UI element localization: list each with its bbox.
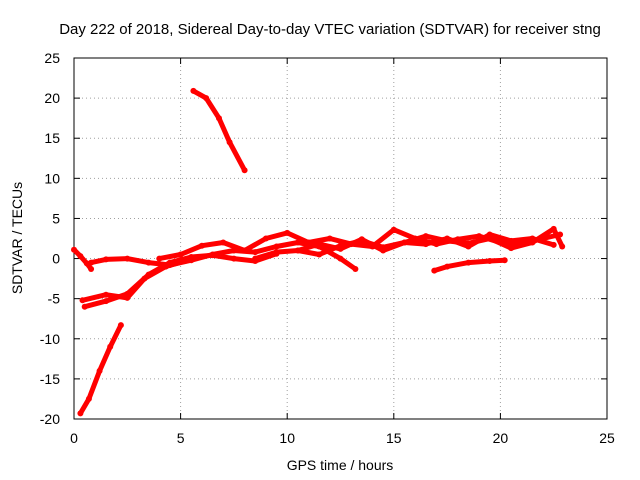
data-point — [209, 251, 216, 258]
data-point — [465, 259, 472, 266]
data-point — [241, 247, 248, 254]
data-point — [444, 235, 451, 242]
data-point — [273, 243, 280, 250]
plot-frame — [73, 57, 608, 420]
data-point — [107, 343, 114, 350]
data-point — [352, 266, 359, 272]
data-point — [156, 255, 163, 262]
series-arc-steep-positive — [190, 87, 248, 174]
data-point — [145, 271, 152, 278]
x-tick-label: 10 — [279, 430, 295, 446]
data-point — [337, 245, 344, 252]
data-series — [71, 87, 566, 417]
data-point — [390, 226, 397, 233]
data-point — [380, 247, 387, 254]
data-point — [190, 87, 197, 94]
data-point — [226, 139, 233, 146]
data-point — [252, 255, 259, 262]
data-point — [220, 239, 227, 246]
data-point — [431, 267, 438, 274]
series-line — [71, 247, 94, 272]
series-arc-evening — [431, 257, 508, 274]
x-tick-label: 25 — [599, 430, 615, 446]
data-point — [85, 395, 92, 402]
data-point — [252, 249, 259, 256]
data-point — [262, 235, 269, 242]
series-arc-afternoon — [294, 231, 557, 254]
data-point — [316, 241, 323, 248]
data-point — [198, 242, 205, 249]
data-point — [188, 257, 195, 264]
x-tick-label: 5 — [177, 430, 185, 446]
data-point — [77, 253, 84, 260]
data-point — [103, 256, 109, 263]
data-point — [273, 249, 280, 256]
x-tick-label: 15 — [386, 430, 402, 446]
x-tick-label: 0 — [70, 430, 78, 446]
data-point — [444, 263, 451, 270]
data-point — [486, 231, 493, 238]
series-arc-steep-negative — [77, 322, 124, 417]
data-point — [316, 251, 323, 258]
y-tick-label: -5 — [48, 291, 61, 307]
data-point — [337, 255, 344, 262]
series-arc-start — [71, 246, 95, 272]
data-point — [117, 322, 124, 329]
series-line — [82, 251, 279, 310]
y-tick-label: -20 — [40, 411, 60, 427]
data-point — [529, 235, 536, 242]
y-tick-label: 25 — [44, 50, 60, 66]
data-point — [294, 247, 301, 254]
data-point — [203, 95, 210, 102]
y-tick-label: -15 — [40, 371, 60, 387]
data-point — [501, 257, 508, 264]
data-point — [124, 255, 131, 262]
data-point — [88, 259, 95, 266]
data-point — [145, 259, 152, 266]
data-point — [79, 297, 86, 304]
series-line — [190, 88, 248, 173]
data-point — [81, 303, 88, 310]
data-point — [486, 258, 493, 264]
data-point — [124, 290, 131, 297]
y-tick-label: -10 — [40, 331, 60, 347]
y-axis-label: SDTVAR / TECUs — [9, 182, 25, 294]
data-point — [401, 239, 408, 246]
data-point — [241, 167, 248, 174]
y-tick-label: 20 — [44, 90, 60, 106]
axis-ticks: 0 5 10 15 20 25 -20 -15 -10 -5 0 5 10 15 20 25 — [40, 50, 615, 446]
data-point — [465, 243, 472, 250]
y-tick-label: 5 — [52, 210, 60, 226]
data-point — [422, 241, 429, 248]
data-point — [88, 266, 95, 272]
series-line — [252, 226, 565, 262]
data-point — [358, 236, 365, 243]
data-point — [103, 298, 109, 305]
data-point — [216, 115, 222, 122]
y-tick-label: 15 — [44, 130, 60, 146]
data-point — [77, 410, 84, 417]
data-point — [284, 229, 291, 236]
data-point — [305, 239, 312, 246]
y-tick-label: 0 — [52, 251, 60, 267]
data-point — [326, 235, 333, 242]
chart-title: Day 222 of 2018, Sidereal Day-to-day VTE… — [59, 21, 601, 38]
y-tick-label: 10 — [44, 170, 60, 186]
x-axis-label: GPS time / hours — [287, 457, 394, 473]
data-point — [166, 262, 173, 268]
data-point — [177, 251, 184, 258]
x-tick-label: 20 — [493, 430, 509, 446]
data-point — [550, 225, 557, 232]
data-point — [71, 246, 77, 253]
data-point — [508, 237, 515, 244]
data-point — [559, 243, 566, 250]
data-point — [550, 241, 557, 248]
data-point — [422, 233, 429, 240]
data-point — [103, 291, 109, 298]
data-point — [96, 367, 103, 374]
data-point — [508, 245, 515, 252]
data-point — [230, 255, 237, 262]
